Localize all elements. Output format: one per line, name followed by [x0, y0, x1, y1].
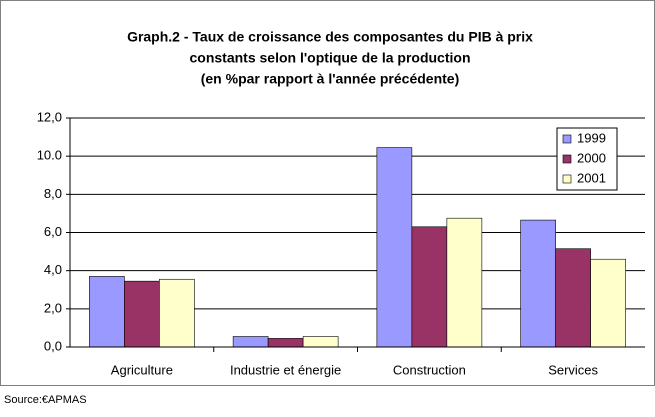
- bar: [376, 147, 413, 348]
- bar: [590, 258, 626, 348]
- y-tick-label: 4,0: [44, 262, 62, 277]
- bar: [446, 217, 483, 348]
- y-tick-label: 12,0: [37, 109, 62, 124]
- y-tick-label: 0,0: [44, 338, 62, 353]
- legend-label: 2000: [577, 150, 606, 165]
- legend-swatch: [562, 134, 572, 144]
- y-tick-label: 10.0: [37, 148, 62, 163]
- bar: [159, 278, 195, 348]
- bar: [267, 338, 304, 348]
- legend-swatch: [562, 154, 572, 164]
- chart-title: constants selon l'optique de la producti…: [189, 50, 470, 66]
- source: Source:€APMAS: [4, 394, 87, 406]
- legend-swatch: [562, 174, 572, 184]
- x-tick-label: Construction: [393, 362, 466, 377]
- bar: [411, 226, 448, 348]
- x-tick-label: Industrie et énergie: [230, 362, 341, 377]
- y-tick-label: 6,0: [44, 224, 62, 239]
- legend-label: 2001: [577, 170, 606, 185]
- chart-title: (en %par rapport à l'année précédente): [201, 71, 460, 87]
- bar: [555, 248, 591, 348]
- bar: [232, 336, 269, 348]
- y-tick-label: 8,0: [44, 186, 62, 201]
- chart-title: Graph.2 - Taux de croissance des composa…: [127, 29, 533, 45]
- bar: [302, 336, 339, 348]
- x-tick-label: Agriculture: [111, 362, 173, 377]
- legend-label: 1999: [577, 130, 606, 145]
- bar: [89, 276, 125, 348]
- x-tick-label: Services: [548, 362, 598, 377]
- bar: [520, 219, 556, 348]
- y-tick-label: 2,0: [44, 300, 62, 315]
- bar: [124, 280, 160, 348]
